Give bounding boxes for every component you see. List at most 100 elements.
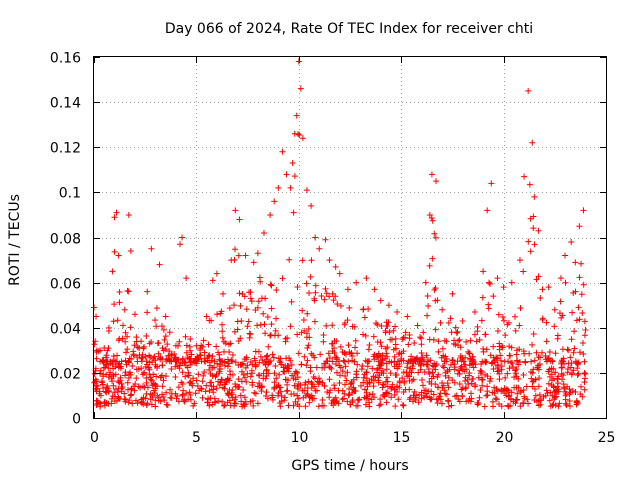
data-point [571,345,578,352]
data-point [330,402,337,409]
data-point [306,399,313,406]
data-point [229,358,236,365]
data-point [161,397,168,404]
data-point [176,362,183,369]
data-point [568,371,575,378]
data-point [325,350,332,357]
data-point [296,132,303,139]
data-point [581,332,588,339]
data-point [559,346,566,353]
data-point [180,387,187,394]
data-point [153,323,160,330]
data-point [127,324,134,331]
data-point [520,400,527,407]
data-point [469,356,476,363]
data-point [150,387,157,394]
data-point [332,263,339,270]
data-point [186,379,193,386]
data-point [277,359,284,366]
data-point [498,343,505,350]
data-point [167,386,174,393]
data-point [203,313,210,320]
data-point [546,348,553,355]
data-point [267,331,274,338]
data-point [574,400,581,407]
data-point [488,180,495,187]
data-point [344,398,351,405]
data-point [113,386,120,393]
data-point [377,396,384,403]
data-point [269,392,276,399]
data-point [163,356,170,363]
data-point [159,345,166,352]
x-tick-label: 25 [598,430,616,446]
data-point [221,359,228,366]
data-point [305,325,312,332]
data-point [154,340,161,347]
data-point [528,358,535,365]
data-point [236,216,243,223]
data-point [262,330,269,337]
data-point [578,260,585,267]
data-point [315,403,322,410]
data-point [256,359,263,366]
data-point [272,327,279,334]
data-point [388,394,395,401]
data-point [458,357,465,364]
data-point [124,287,131,294]
data-point [206,359,213,366]
data-point [382,327,389,334]
data-point [414,354,421,361]
data-point [437,319,444,326]
data-point [580,281,587,288]
data-point [380,381,387,388]
data-point [345,342,352,349]
data-point [243,306,250,313]
data-point [495,311,502,318]
data-point [229,371,236,378]
data-point [93,313,100,320]
data-point [219,321,226,328]
data-point [508,389,515,396]
data-point [512,313,519,320]
data-point [166,358,173,365]
data-point [562,388,569,395]
data-point [321,382,328,389]
data-point [516,257,523,264]
data-point [527,248,534,255]
data-point [381,391,388,398]
data-point [299,257,306,264]
data-point [319,364,326,371]
data-point [473,338,480,345]
data-point [396,349,403,356]
data-point [491,359,498,366]
data-point [225,390,232,397]
data-point [491,390,498,397]
data-point [93,397,100,404]
data-point [144,288,151,295]
data-point [479,376,486,383]
data-point [277,403,284,410]
data-point [161,336,168,343]
data-point [517,305,524,312]
data-point [404,373,411,380]
data-point [482,331,489,338]
data-point [287,357,294,364]
data-point [529,341,536,348]
data-point [287,323,294,330]
data-point [110,382,117,389]
data-point [175,384,182,391]
data-point [162,373,169,380]
data-point [163,389,170,396]
data-point [534,398,541,405]
data-point [206,402,213,409]
data-point [398,357,405,364]
data-point [255,371,262,378]
data-point [390,327,397,334]
data-point [531,357,538,364]
data-point [565,347,572,354]
data-point [304,345,311,352]
data-point [466,350,473,357]
data-point [369,390,376,397]
data-point [265,343,272,350]
